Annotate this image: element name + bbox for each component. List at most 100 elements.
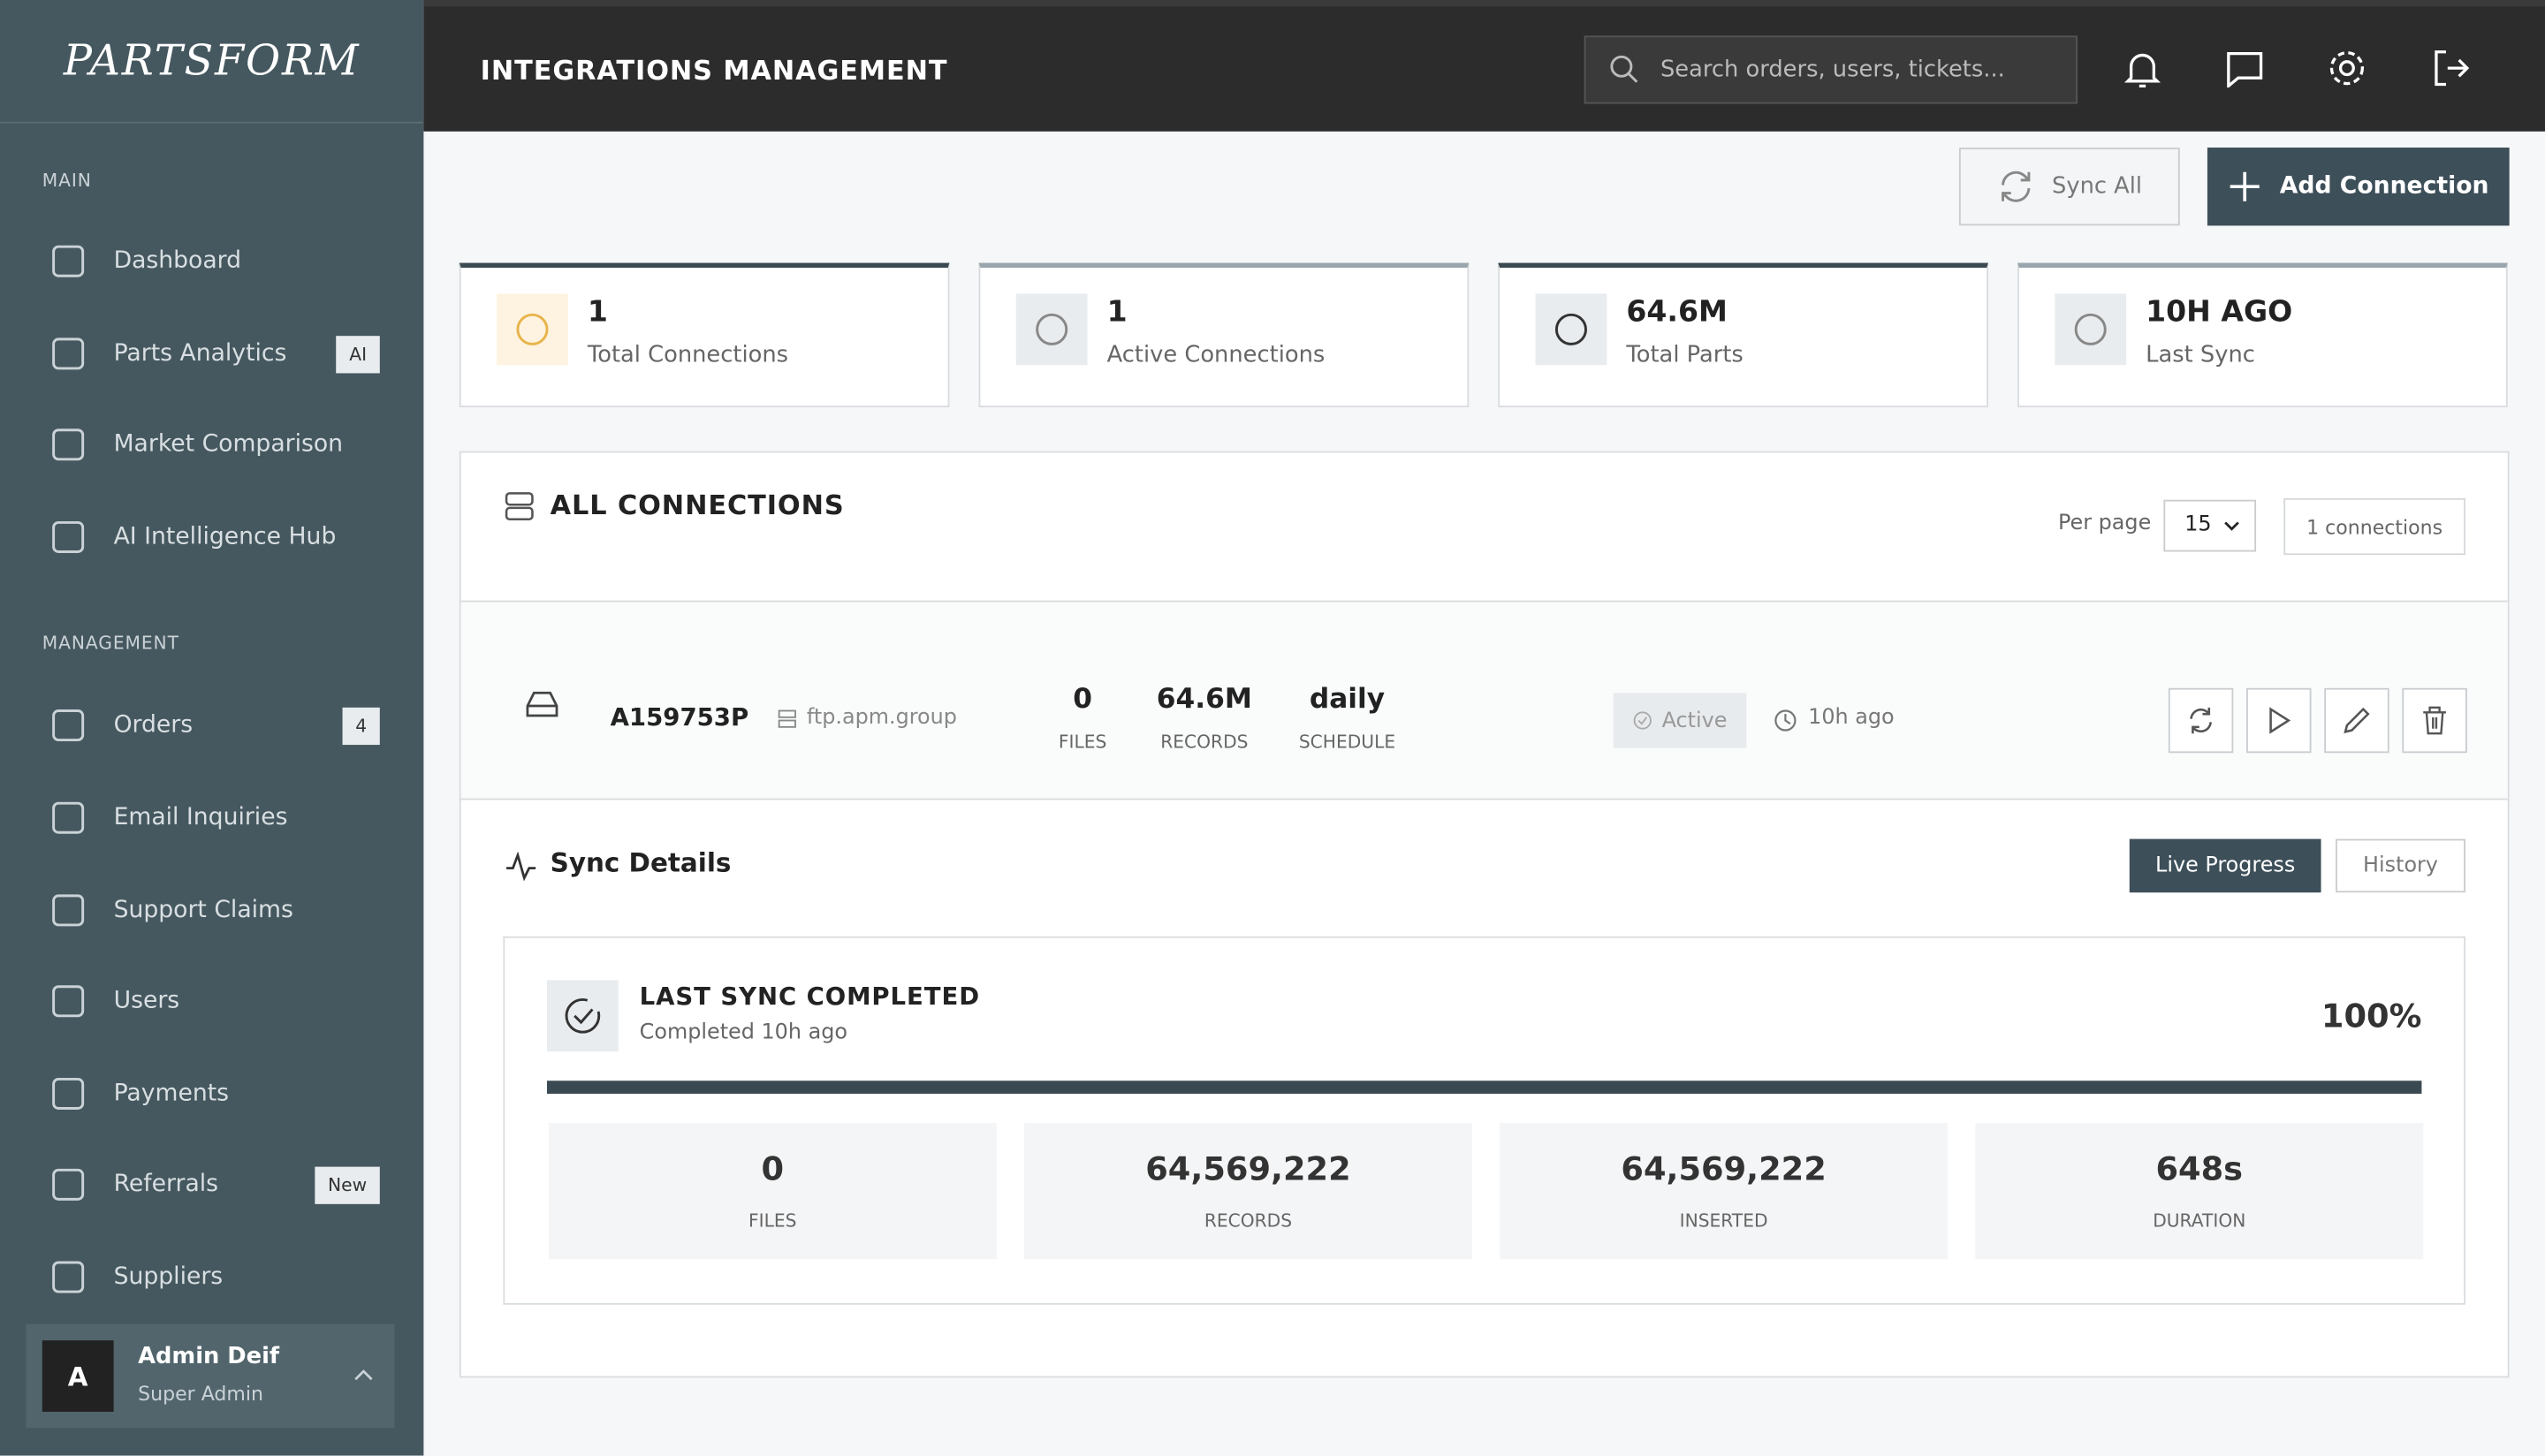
page-title: INTEGRATIONS MANAGEMENT (480, 55, 948, 87)
nav-badge: New (315, 1165, 380, 1203)
sync-metric-label: DURATION (2153, 1210, 2246, 1232)
stat-value: 1 (1106, 295, 1128, 330)
sync-metric: 64,569,222 RECORDS (1023, 1123, 1472, 1260)
header: INTEGRATIONS MANAGEMENT Search orders, u… (423, 0, 2545, 132)
stat-icon (2055, 293, 2127, 366)
nav-item[interactable]: Users (49, 977, 380, 1026)
nav-item[interactable]: Dashboard (49, 237, 380, 285)
activity-icon (506, 852, 536, 882)
button-label: Add Connection (2279, 173, 2489, 200)
icon (516, 313, 549, 345)
stat-icon (497, 293, 568, 366)
host-icon (778, 709, 796, 728)
nav-icon (52, 1077, 85, 1110)
stat-card: 1 Total Connections (459, 262, 950, 408)
connection-name: A159753P (610, 702, 749, 732)
logo[interactable]: PARTSFORM (0, 0, 424, 124)
chevron (2224, 521, 2239, 531)
settings[interactable] (2328, 49, 2366, 87)
user-name: Admin Deif (138, 1343, 280, 1370)
nav-item[interactable]: Parts Analytics AI (49, 330, 380, 378)
stat-label: Total Parts (1626, 342, 1744, 368)
sync-metric: 64,569,222 INSERTED (1500, 1123, 1949, 1260)
edit-button[interactable] (2324, 687, 2389, 754)
run-button[interactable] (2246, 687, 2312, 754)
section-title: MANAGEMENT (42, 633, 179, 655)
nav-label: Support Claims (113, 897, 293, 924)
progress-fill (546, 1081, 2422, 1094)
sync-metric-value: 0 (761, 1149, 785, 1188)
nav-icon (52, 337, 85, 370)
per-page-value: 15 (2184, 512, 2212, 537)
notifications[interactable] (2123, 49, 2161, 91)
per-page-select[interactable]: 15 (2163, 499, 2257, 552)
stat-label: Total Connections (587, 342, 789, 368)
nav-label: Suppliers (113, 1263, 224, 1291)
user-card[interactable]: A Admin Deif Super Admin (26, 1323, 395, 1429)
nav-icon (52, 985, 85, 1018)
nav-icon (52, 801, 85, 834)
messages[interactable] (2225, 49, 2264, 88)
nav-item[interactable]: AI Intelligence Hub (49, 512, 380, 561)
nav-item[interactable]: Referrals New (49, 1160, 380, 1209)
nav-item[interactable]: Email Inquiries (49, 793, 380, 842)
row-metric-label: SCHEDULE (1298, 732, 1396, 754)
stat-card: 1 Active Connections (978, 262, 1470, 408)
search[interactable]: Search orders, users, tickets... (1584, 35, 2078, 104)
nav-icon (52, 428, 85, 461)
nav-item[interactable]: Support Claims (49, 886, 380, 935)
sync-metric-label: RECORDS (1204, 1210, 1293, 1232)
nav-label: Parts Analytics (113, 340, 287, 368)
tab-active[interactable]: Live Progress (2129, 838, 2321, 893)
sync-metric-value: 64,569,222 (1145, 1149, 1351, 1188)
nav-label: Users (113, 988, 180, 1014)
drive-icon (526, 691, 558, 717)
nav-item[interactable]: Orders 4 (49, 701, 380, 749)
add-connection-button[interactable]: Add Connection (2207, 148, 2510, 226)
icon (1554, 313, 1587, 345)
row-metric-value: 0 (1073, 683, 1092, 717)
status: Active (1661, 708, 1728, 733)
stat-value: 10H AGO (2146, 295, 2293, 330)
search-placeholder: Search orders, users, tickets... (1660, 57, 2005, 83)
nav-label: Payments (113, 1081, 230, 1107)
icon (2074, 313, 2107, 345)
nav-label: Dashboard (113, 248, 242, 275)
nav-item[interactable]: Suppliers (49, 1253, 380, 1301)
stat-value: 64.6M (1626, 295, 1728, 330)
sync-button[interactable] (2168, 687, 2234, 754)
server-icon (505, 492, 534, 521)
chevron (354, 1369, 373, 1381)
connection-count: 1 connections (2283, 497, 2466, 556)
sync-metric-value: 64,569,222 (1621, 1149, 1827, 1188)
sync-metric: 0 FILES (548, 1123, 997, 1260)
check-icon (1633, 711, 1652, 730)
nav-badge: AI (336, 335, 380, 373)
status-badge: Active (1613, 693, 1747, 748)
tab[interactable]: History (2336, 838, 2466, 893)
sync-status: LAST SYNC COMPLETED (639, 982, 981, 1012)
nav-icon (52, 245, 85, 277)
sync-details-title: Sync Details (550, 846, 732, 878)
nav-label: Orders (113, 712, 194, 739)
logout[interactable] (2431, 49, 2470, 87)
play-icon (2269, 707, 2291, 734)
edit-icon (2344, 707, 2370, 734)
section-title: MAIN (42, 170, 92, 192)
sync-all-button[interactable]: Sync All (1958, 148, 2180, 226)
stat-card: 10H AGO Last Sync (2017, 262, 2508, 408)
status-icon (546, 980, 619, 1052)
nav-label: Referrals (113, 1172, 219, 1198)
nav-item[interactable]: Payments (49, 1069, 380, 1118)
nav-icon (52, 1168, 85, 1201)
delete-button[interactable] (2402, 687, 2467, 754)
connection-row[interactable]: A159753P ftp.apm.group 0 FILES 64.6M RECORD… (460, 600, 2508, 800)
row-metric-label: FILES (1058, 732, 1107, 754)
nav-icon (52, 709, 85, 742)
search-icon (1610, 55, 1638, 83)
row-metric-label: RECORDS (1160, 732, 1249, 754)
nav-item[interactable]: Market Comparison (49, 421, 380, 469)
sync-metric-label: INSERTED (1679, 1210, 1768, 1232)
